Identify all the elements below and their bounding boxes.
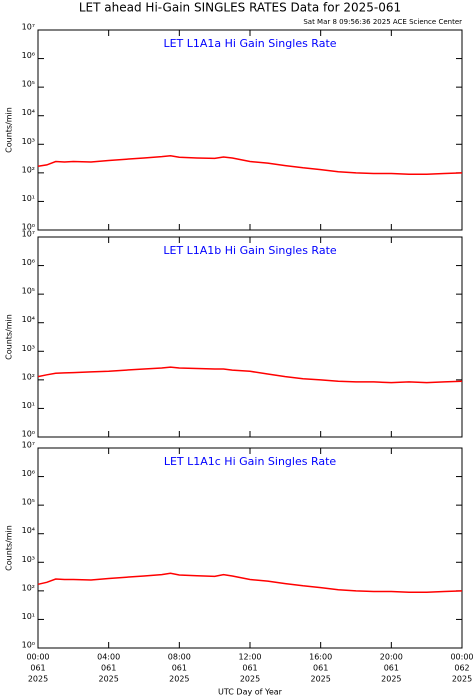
y-axis-label: Counts/min [5,525,14,571]
panel-title: LET L1A1b Hi Gain Singles Rate [163,244,337,257]
plot-frame [37,447,463,649]
x-tick-label: 2025 [381,675,401,684]
x-tick-label: 00:00 [26,653,49,662]
page-title: LET ahead Hi-Gain SINGLES RATES Data for… [79,1,401,15]
x-axis-label: UTC Day of Year [218,688,283,697]
data-line [37,572,463,593]
y-tick-label: 10⁴ [22,315,35,324]
panel-title: LET L1A1c Hi Gain Singles Rate [164,455,337,468]
y-axis-label: Counts/min [5,107,14,153]
y-tick-label: 10⁷ [22,230,35,239]
panel-title: LET L1A1a Hi Gain Singles Rate [163,37,336,50]
x-tick-label: 2025 [240,675,260,684]
y-tick-label: 10⁵ [22,498,35,507]
x-tick-label: 061 [384,664,399,673]
y-tick-label: 10¹ [22,612,35,621]
y-tick-label: 10⁶ [22,258,35,267]
y-tick-label: 10² [22,372,35,381]
y-tick-label: 10³ [22,555,35,564]
y-axis-label: Counts/min [5,314,14,360]
y-tick-label: 10⁰ [22,430,35,439]
y-tick-label: 10³ [22,137,35,146]
y-tick-label: 10² [22,583,35,592]
x-tick-label: 062 [454,664,469,673]
x-tick-label: 20:00 [380,653,403,662]
x-tick-label: 2025 [452,675,472,684]
y-tick-label: 10⁴ [22,108,35,117]
x-tick-label: 061 [30,664,45,673]
x-tick-label: 061 [242,664,257,673]
y-tick-label: 10⁷ [22,23,35,32]
x-tick-label: 00:00 [450,653,473,662]
x-tick-label: 2025 [169,675,189,684]
x-tick-label: 04:00 [97,653,120,662]
y-tick-label: 10⁴ [22,526,35,535]
y-tick-label: 10¹ [22,401,35,410]
x-tick-label: 061 [101,664,116,673]
y-tick-label: 10⁶ [22,469,35,478]
x-tick-label: 08:00 [168,653,191,662]
x-tick-label: 16:00 [309,653,332,662]
x-tick-label: 061 [172,664,187,673]
y-tick-label: 10⁶ [22,51,35,60]
y-tick-label: 10⁵ [22,80,35,89]
x-tick-label: 2025 [310,675,330,684]
data-line [37,366,463,384]
x-tick-label: 2025 [98,675,118,684]
x-tick-label: 061 [313,664,328,673]
timestamp: Sat Mar 8 09:56:36 2025 ACE Science Cent… [303,18,462,26]
y-tick-label: 10³ [22,344,35,353]
plot-frame [37,29,463,231]
y-tick-label: 10¹ [22,194,35,203]
data-line [37,154,463,175]
x-tick-label: 2025 [28,675,48,684]
x-tick-label: 12:00 [238,653,261,662]
y-tick-label: 10⁰ [22,223,35,232]
plot-frame [37,236,463,438]
y-tick-label: 10⁵ [22,287,35,296]
y-tick-label: 10⁷ [22,441,35,450]
y-tick-label: 10⁰ [22,641,35,650]
y-tick-label: 10² [22,165,35,174]
